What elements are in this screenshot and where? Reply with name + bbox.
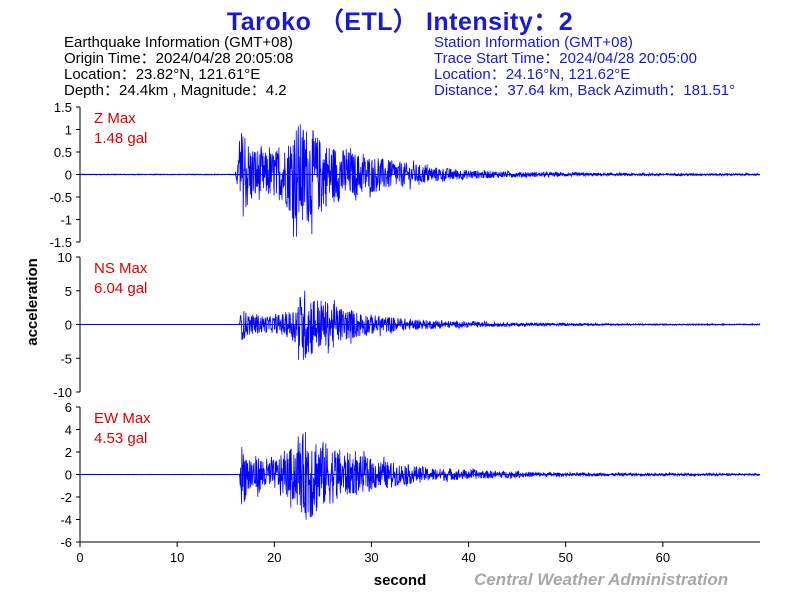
- x-tick-label: 40: [461, 550, 475, 565]
- series-max-label: 1.48 gal: [94, 130, 147, 147]
- station-location: Location：24.16°N, 121.62°E: [434, 66, 631, 83]
- x-axis-label: second: [374, 572, 427, 589]
- series-name-label: NS Max: [94, 260, 148, 277]
- y-tick-label: 0.5: [54, 145, 72, 160]
- chart-title: Taroko （ETL） Intensity：2: [226, 8, 574, 36]
- y-tick-label: -1.5: [50, 235, 72, 250]
- y-tick-label: -4: [60, 513, 72, 528]
- y-tick-label: 0: [65, 468, 72, 483]
- x-tick-label: 0: [76, 550, 83, 565]
- station-distance: Distance：37.64 km, Back Azimuth：181.51°: [434, 82, 736, 99]
- x-tick-label: 20: [267, 550, 281, 565]
- y-tick-label: -10: [53, 385, 72, 400]
- y-tick-label: 0: [65, 168, 72, 183]
- y-tick-label: -0.5: [50, 190, 72, 205]
- y-tick-label: -6: [60, 535, 72, 550]
- station-info-heading: Station Information (GMT+08): [434, 34, 633, 51]
- y-tick-label: 2: [65, 445, 72, 460]
- trace-start-time: Trace Start Time：2024/04/28 20:05:00: [434, 50, 697, 67]
- series-max-label: 4.53 gal: [94, 430, 147, 447]
- y-tick-label: 6: [65, 400, 72, 415]
- trace-z: [79, 124, 761, 237]
- series-name-label: Z Max: [94, 110, 136, 127]
- y-tick-label: 4: [65, 423, 72, 438]
- series-name-label: EW Max: [94, 410, 151, 427]
- y-tick-label: 1.5: [54, 100, 72, 115]
- y-tick-label: 0: [65, 318, 72, 333]
- y-tick-label: -1: [60, 213, 72, 228]
- y-tick-label: -5: [60, 351, 72, 366]
- depth-magnitude: Depth：24.4km , Magnitude：4.2: [64, 82, 287, 99]
- epicenter-location: Location：23.82°N, 121.61°E: [64, 66, 261, 83]
- y-tick-label: -2: [60, 490, 72, 505]
- origin-time: Origin Time：2024/04/28 20:05:08: [64, 50, 294, 67]
- y-tick-label: 10: [58, 250, 72, 265]
- earthquake-info: Earthquake Information (GMT+08) Origin T…: [64, 35, 293, 99]
- x-tick-label: 30: [364, 550, 378, 565]
- y-axis-label: acceleration: [24, 258, 41, 346]
- trace-ns: [79, 290, 761, 360]
- x-tick-label: 50: [558, 550, 572, 565]
- earthquake-info-heading: Earthquake Information (GMT+08): [64, 34, 293, 51]
- series-max-label: 6.04 gal: [94, 280, 147, 297]
- y-tick-label: 5: [65, 284, 72, 299]
- x-tick-label: 60: [656, 550, 670, 565]
- y-tick-label: 1: [65, 123, 72, 138]
- station-info: Station Information (GMT+08) Trace Start…: [434, 35, 735, 99]
- credit-text: Central Weather Administration: [474, 570, 729, 589]
- x-tick-label: 10: [170, 550, 184, 565]
- trace-ew: [79, 432, 761, 520]
